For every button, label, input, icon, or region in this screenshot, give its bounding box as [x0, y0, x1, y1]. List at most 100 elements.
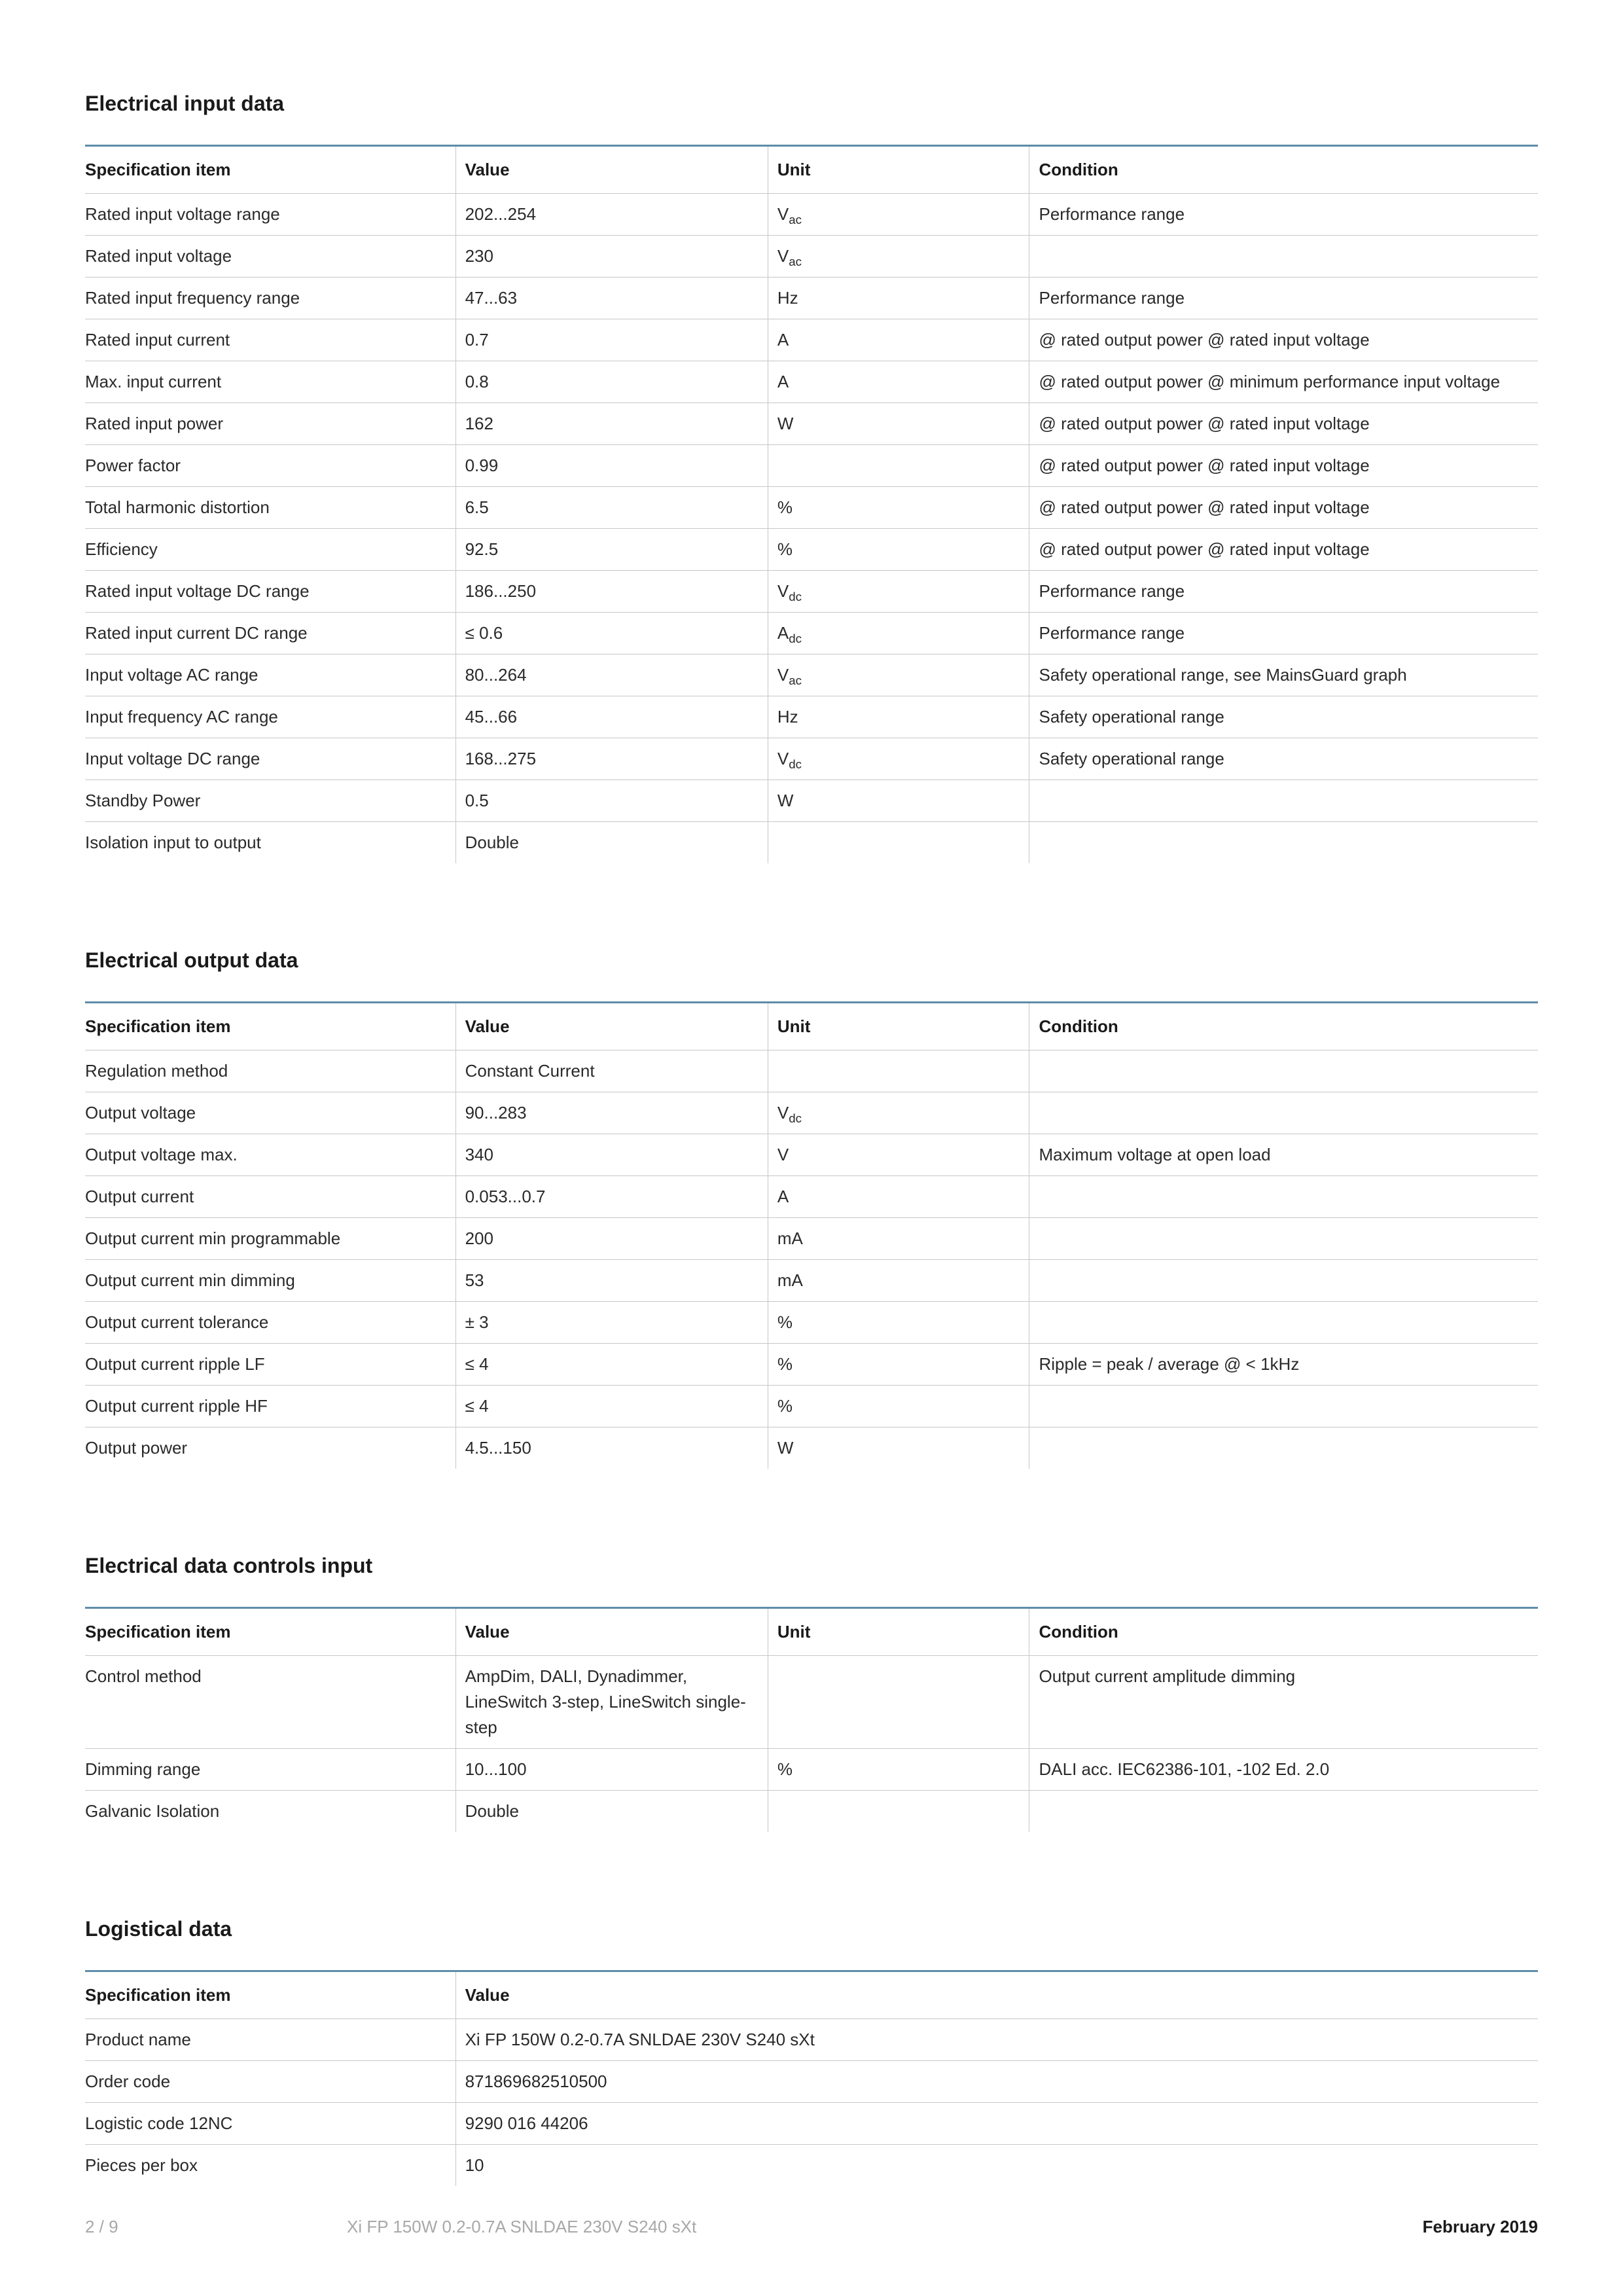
table-cell: Input frequency AC range	[85, 696, 455, 738]
table-cell: Output current min dimming	[85, 1260, 455, 1302]
table-row: Dimming range10...100%DALI acc. IEC62386…	[85, 1749, 1538, 1791]
table-cell: Order code	[85, 2061, 455, 2103]
table-row: Rated input frequency range47...63HzPerf…	[85, 278, 1538, 319]
col-header: Value	[455, 146, 768, 194]
table-row: Output current ripple LF≤ 4%Ripple = pea…	[85, 1344, 1538, 1386]
table-row: Pieces per box10	[85, 2145, 1538, 2187]
table-cell: AmpDim, DALI, Dynadimmer, LineSwitch 3-s…	[455, 1656, 768, 1749]
col-header: Condition	[1029, 1608, 1538, 1656]
table-cell: Standby Power	[85, 780, 455, 822]
table-row: Input voltage AC range80...264VacSafety …	[85, 655, 1538, 696]
table-cell: Control method	[85, 1656, 455, 1749]
table-cell	[1029, 1176, 1538, 1218]
table-row: Output current ripple HF≤ 4%	[85, 1386, 1538, 1427]
table-cell: 6.5	[455, 487, 768, 529]
table-cell: @ rated output power @ rated input volta…	[1029, 319, 1538, 361]
table-row: Standby Power0.5W	[85, 780, 1538, 822]
table-row: Rated input voltage range202...254VacPer…	[85, 194, 1538, 236]
table-cell: Rated input voltage	[85, 236, 455, 278]
table-row: Rated input current0.7A@ rated output po…	[85, 319, 1538, 361]
table-row: Output current min programmable200mA	[85, 1218, 1538, 1260]
table-cell	[768, 1050, 1029, 1092]
table-cell: Output voltage	[85, 1092, 455, 1134]
col-header: Condition	[1029, 146, 1538, 194]
table-cell: Double	[455, 822, 768, 864]
table-cell: 0.7	[455, 319, 768, 361]
table-row: Rated input power162W@ rated output powe…	[85, 403, 1538, 445]
table-row: Max. input current0.8A@ rated output pow…	[85, 361, 1538, 403]
table-row: Product nameXi FP 150W 0.2-0.7A SNLDAE 2…	[85, 2019, 1538, 2061]
controls-table: Specification item Value Unit Condition …	[85, 1607, 1538, 1832]
col-header: Unit	[768, 1608, 1029, 1656]
table-cell: %	[768, 1749, 1029, 1791]
table-cell	[1029, 1260, 1538, 1302]
table-cell: A	[768, 319, 1029, 361]
table-row: Input frequency AC range45...66HzSafety …	[85, 696, 1538, 738]
table-cell: Safety operational range, see MainsGuard…	[1029, 655, 1538, 696]
table-cell	[768, 1791, 1029, 1833]
footer-date: February 2019	[1423, 2217, 1538, 2237]
table-cell: Performance range	[1029, 278, 1538, 319]
table-row: Control methodAmpDim, DALI, Dynadimmer, …	[85, 1656, 1538, 1749]
table-cell: DALI acc. IEC62386-101, -102 Ed. 2.0	[1029, 1749, 1538, 1791]
section-logistical: Logistical data Specification item Value…	[85, 1917, 1538, 2186]
table-cell: A	[768, 361, 1029, 403]
col-header: Unit	[768, 1003, 1029, 1050]
table-row: Rated input voltage230Vac	[85, 236, 1538, 278]
table-cell: Vac	[768, 655, 1029, 696]
table-cell: Adc	[768, 613, 1029, 655]
table-cell: 200	[455, 1218, 768, 1260]
table-cell: Performance range	[1029, 194, 1538, 236]
table-cell: @ rated output power @ rated input volta…	[1029, 403, 1538, 445]
table-row: Output voltage max.340VMaximum voltage a…	[85, 1134, 1538, 1176]
table-cell: %	[768, 487, 1029, 529]
table-cell: Isolation input to output	[85, 822, 455, 864]
table-cell: Product name	[85, 2019, 455, 2061]
section-title: Electrical data controls input	[85, 1554, 1538, 1578]
table-cell: Input voltage AC range	[85, 655, 455, 696]
table-cell: Vdc	[768, 738, 1029, 780]
table-cell	[1029, 236, 1538, 278]
table-cell: Vac	[768, 194, 1029, 236]
table-cell: ≤ 4	[455, 1344, 768, 1386]
section-title: Electrical input data	[85, 92, 1538, 116]
col-header: Value	[455, 1003, 768, 1050]
table-cell: Constant Current	[455, 1050, 768, 1092]
table-cell: Logistic code 12NC	[85, 2103, 455, 2145]
table-cell	[1029, 1302, 1538, 1344]
table-cell	[1029, 1427, 1538, 1469]
table-cell: Total harmonic distortion	[85, 487, 455, 529]
table-cell: @ rated output power @ rated input volta…	[1029, 529, 1538, 571]
logistical-table: Specification item Value Product nameXi …	[85, 1970, 1538, 2186]
table-cell: 230	[455, 236, 768, 278]
col-header: Value	[455, 1608, 768, 1656]
input-table: Specification item Value Unit Condition …	[85, 145, 1538, 863]
table-cell: @ rated output power @ rated input volta…	[1029, 445, 1538, 487]
table-cell: Safety operational range	[1029, 738, 1538, 780]
output-table: Specification item Value Unit Condition …	[85, 1001, 1538, 1469]
table-cell: Input voltage DC range	[85, 738, 455, 780]
table-cell: 80...264	[455, 655, 768, 696]
section-electrical-output: Electrical output data Specification ite…	[85, 948, 1538, 1469]
table-cell: Max. input current	[85, 361, 455, 403]
table-cell: 162	[455, 403, 768, 445]
section-electrical-input: Electrical input data Specification item…	[85, 92, 1538, 863]
table-cell: Hz	[768, 696, 1029, 738]
table-cell: Output voltage max.	[85, 1134, 455, 1176]
table-row: Order code871869682510500	[85, 2061, 1538, 2103]
table-cell: 0.053...0.7	[455, 1176, 768, 1218]
table-cell: 10	[455, 2145, 1538, 2187]
table-cell: ≤ 4	[455, 1386, 768, 1427]
table-cell: 0.5	[455, 780, 768, 822]
table-cell: Vdc	[768, 571, 1029, 613]
table-cell: %	[768, 1302, 1029, 1344]
table-cell: 45...66	[455, 696, 768, 738]
table-cell: Regulation method	[85, 1050, 455, 1092]
table-cell: Maximum voltage at open load	[1029, 1134, 1538, 1176]
col-header: Specification item	[85, 146, 455, 194]
col-header: Value	[455, 1971, 1538, 2019]
table-cell: @ rated output power @ minimum performan…	[1029, 361, 1538, 403]
table-cell: 871869682510500	[455, 2061, 1538, 2103]
table-cell: Output current amplitude dimming	[1029, 1656, 1538, 1749]
table-cell: Xi FP 150W 0.2-0.7A SNLDAE 230V S240 sXt	[455, 2019, 1538, 2061]
